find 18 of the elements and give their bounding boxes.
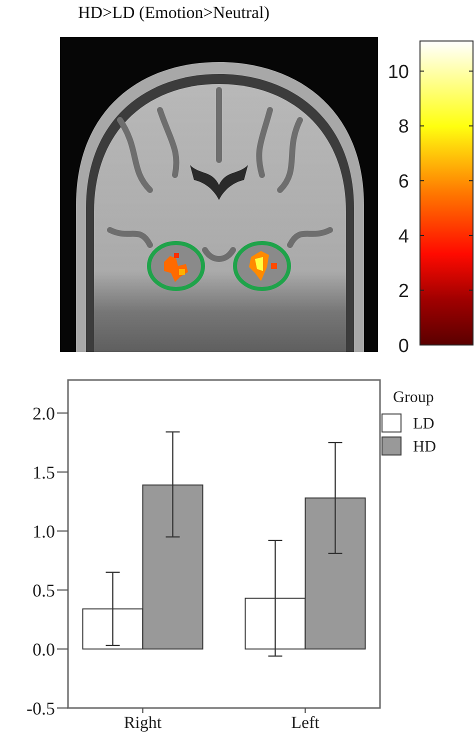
x-tick-label: Left xyxy=(291,713,320,732)
legend-label: HD xyxy=(413,438,436,456)
color-bar-label: 2 xyxy=(398,281,409,302)
color-bar-label: 8 xyxy=(398,116,409,138)
y-tick-label: 0.5 xyxy=(32,580,55,600)
x-tick-label: Right xyxy=(124,713,162,732)
color-bar-label: 6 xyxy=(398,172,409,193)
y-tick-label: 1.5 xyxy=(32,462,55,482)
chart-title: HD>LD (Emotion>Neutral) xyxy=(78,3,270,22)
color-bar-label: 4 xyxy=(398,226,410,248)
legend-label: LD xyxy=(413,416,434,433)
legend-title: Group xyxy=(393,389,434,406)
y-tick-label: 2.0 xyxy=(32,403,55,424)
y-tick-label: 0.0 xyxy=(32,639,55,660)
color-bar-label: 10 xyxy=(388,62,409,83)
y-tick-label: 1.0 xyxy=(32,521,55,542)
y-tick-label: -0.5 xyxy=(26,698,55,718)
color-bar-label: 0 xyxy=(398,336,409,357)
